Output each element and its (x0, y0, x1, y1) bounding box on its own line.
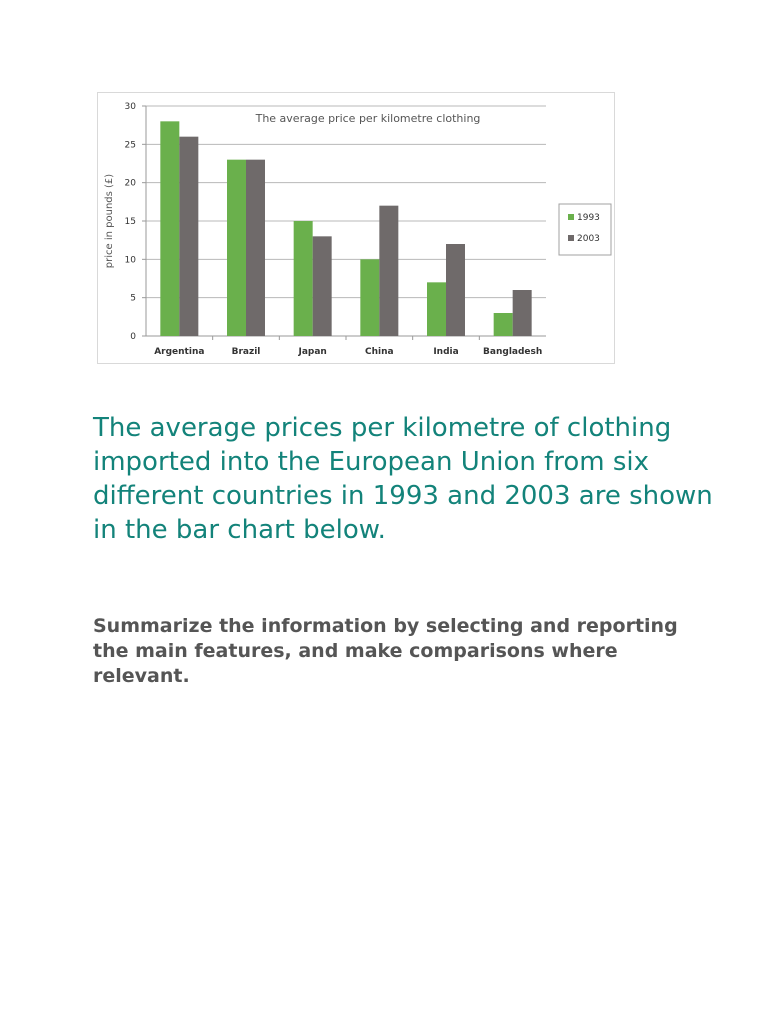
bar-1993 (360, 259, 380, 336)
y-axis-label: price in pounds (£) (104, 174, 115, 269)
bar-2003 (379, 205, 399, 336)
y-tick-label: 30 (125, 102, 137, 112)
bar-2003 (446, 244, 465, 336)
bar-1993 (293, 221, 313, 336)
bar-1993 (427, 282, 446, 336)
bar-1993 (227, 159, 246, 336)
bar-2003 (312, 236, 332, 336)
y-tick-label: 20 (125, 179, 137, 189)
chart-title: The average price per kilometre clothing (255, 112, 481, 125)
x-tick-label: Argentina (154, 347, 204, 357)
task-instruction: Summarize the information by selecting a… (93, 615, 678, 687)
bar-chart: 0 5 10 15 20 25 30 price in pounds (£) The avera… (97, 92, 615, 364)
y-tick-label: 15 (125, 217, 136, 227)
chart-canvas: 0 5 10 15 20 25 30 price in pounds (£) The avera… (104, 102, 612, 357)
x-tick-label: Brazil (232, 347, 261, 357)
x-tick-label: China (365, 347, 394, 357)
bar-1993 (493, 313, 513, 336)
y-tick-label: 25 (125, 140, 136, 150)
bar-2003 (179, 136, 199, 336)
bar-2003 (246, 159, 265, 336)
y-tick-label: 5 (130, 294, 136, 304)
legend (558, 203, 612, 256)
legend-label: 2003 (577, 234, 600, 244)
bar-1993 (160, 121, 180, 336)
x-tick-label: India (433, 347, 458, 357)
legend-label: 1993 (577, 213, 600, 223)
x-tick-label: Bangladesh (483, 347, 542, 357)
x-tick-label: Japan (297, 347, 326, 357)
intro-paragraph: The average prices per kilometre of clot… (93, 413, 713, 545)
y-tick-label: 10 (125, 255, 137, 265)
y-tick-label: 0 (130, 332, 136, 342)
bar-2003 (512, 290, 532, 336)
